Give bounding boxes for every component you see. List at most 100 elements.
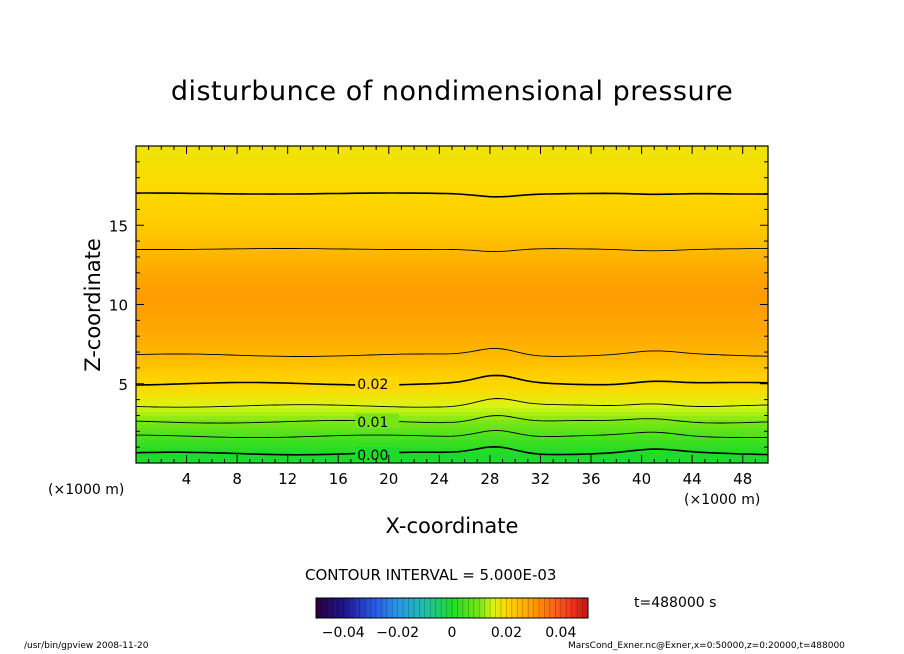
colorbar-tick-label: −0.04 <box>322 625 365 641</box>
field-band <box>136 233 768 238</box>
field-band <box>136 312 768 317</box>
x-tick-label: 36 <box>581 470 600 488</box>
x-tick-label: 8 <box>232 470 242 488</box>
colorbar-segment <box>359 598 363 618</box>
colorbar-segment <box>378 598 382 618</box>
colorbar-segment <box>500 598 504 618</box>
x-tick-label: 48 <box>733 470 752 488</box>
colorbar-segment <box>403 598 407 618</box>
field-band <box>136 193 768 199</box>
colorbar-segment <box>539 598 543 618</box>
field-band <box>136 359 768 365</box>
contour-line <box>136 248 768 253</box>
contour-label: 0.00 <box>357 448 388 464</box>
field-band <box>136 395 768 401</box>
field-band <box>136 217 768 222</box>
field-band <box>136 439 768 444</box>
colorbar-tick-label: 0.02 <box>491 625 522 641</box>
colorbar-segment <box>579 598 583 618</box>
colorbar-segment <box>503 598 507 618</box>
field-band <box>136 336 768 341</box>
field-band <box>136 189 768 195</box>
colorbar-segment <box>326 598 330 618</box>
colorbar-segment <box>351 598 355 618</box>
pressure-field <box>136 146 768 463</box>
field-band <box>136 371 768 377</box>
colorbar-segment <box>487 598 491 618</box>
field-band <box>136 443 768 448</box>
field-band <box>136 209 768 214</box>
colorbar-segment <box>416 598 420 618</box>
field-band <box>136 153 768 159</box>
colorbar-segment <box>424 598 428 618</box>
x-tick-label: 12 <box>278 470 297 488</box>
colorbar-segment <box>435 598 439 618</box>
x-tick-label: 24 <box>430 470 449 488</box>
field-band <box>136 447 768 452</box>
colorbar-segment <box>547 598 551 618</box>
contour-line <box>136 374 768 386</box>
colorbar-segment <box>525 598 529 618</box>
contour-line <box>136 398 768 408</box>
footer-source: MarsCond_Exner.nc@Exner,x=0:50000,z=0:20… <box>568 641 845 651</box>
colorbar-segment <box>460 598 464 618</box>
colorbar-segment <box>324 598 328 618</box>
field-band <box>136 415 768 421</box>
contour-lines <box>136 192 768 456</box>
field-band <box>136 272 768 278</box>
x-tick-label: 16 <box>329 470 348 488</box>
field-band <box>136 276 768 282</box>
chart-title: disturbunce of nondimensional pressure <box>170 76 734 107</box>
y-tick-label: 5 <box>118 376 128 394</box>
field-band <box>136 256 768 262</box>
colorbar-segment <box>400 598 404 618</box>
colorbar-segment <box>345 598 349 618</box>
field-band <box>136 229 768 234</box>
contour-label: 0.02 <box>357 377 388 393</box>
field-band <box>136 455 768 460</box>
field-band <box>136 252 768 258</box>
colorbar-segment <box>318 598 322 618</box>
colorbar-segment <box>585 598 589 618</box>
contour-line <box>136 429 768 439</box>
colorbar-segment <box>432 598 436 618</box>
field-band <box>136 268 768 274</box>
field-band <box>136 332 768 337</box>
colorbar-segment <box>457 598 461 618</box>
field-band <box>136 181 768 187</box>
colorbar-segment <box>389 598 393 618</box>
x-tick-label: 32 <box>531 470 550 488</box>
colorbar-segment <box>506 598 510 618</box>
field-band <box>136 411 768 417</box>
field-band <box>136 177 768 183</box>
contour-line <box>136 347 768 357</box>
field-band <box>136 419 768 424</box>
colorbar-segment <box>465 598 469 618</box>
colorbar-segment <box>427 598 431 618</box>
colorbar-segment <box>329 598 333 618</box>
colorbar-segment <box>533 598 537 618</box>
colorbar-segment <box>490 598 494 618</box>
field-band <box>136 201 768 207</box>
field-band <box>136 300 768 306</box>
colorbar-segment <box>520 598 524 618</box>
field-band <box>136 320 768 325</box>
x-axis-unit-left: (×1000 m) <box>48 482 125 498</box>
colorbar-segment <box>517 598 521 618</box>
contour-label-background <box>355 413 400 428</box>
contour-line <box>136 415 768 424</box>
colorbar-segment <box>492 598 496 618</box>
field-band <box>136 308 768 314</box>
field-band <box>136 157 768 163</box>
x-tick-label: 28 <box>480 470 499 488</box>
colorbar-segment <box>563 598 567 618</box>
colorbar-frame <box>315 597 589 619</box>
colorbar-segment <box>481 598 485 618</box>
field-band <box>136 165 768 171</box>
colorbar-segment <box>558 598 562 618</box>
field-band <box>136 399 768 405</box>
colorbar-segment <box>373 598 377 618</box>
colorbar-segment <box>541 598 545 618</box>
colorbar-segment <box>364 598 368 618</box>
